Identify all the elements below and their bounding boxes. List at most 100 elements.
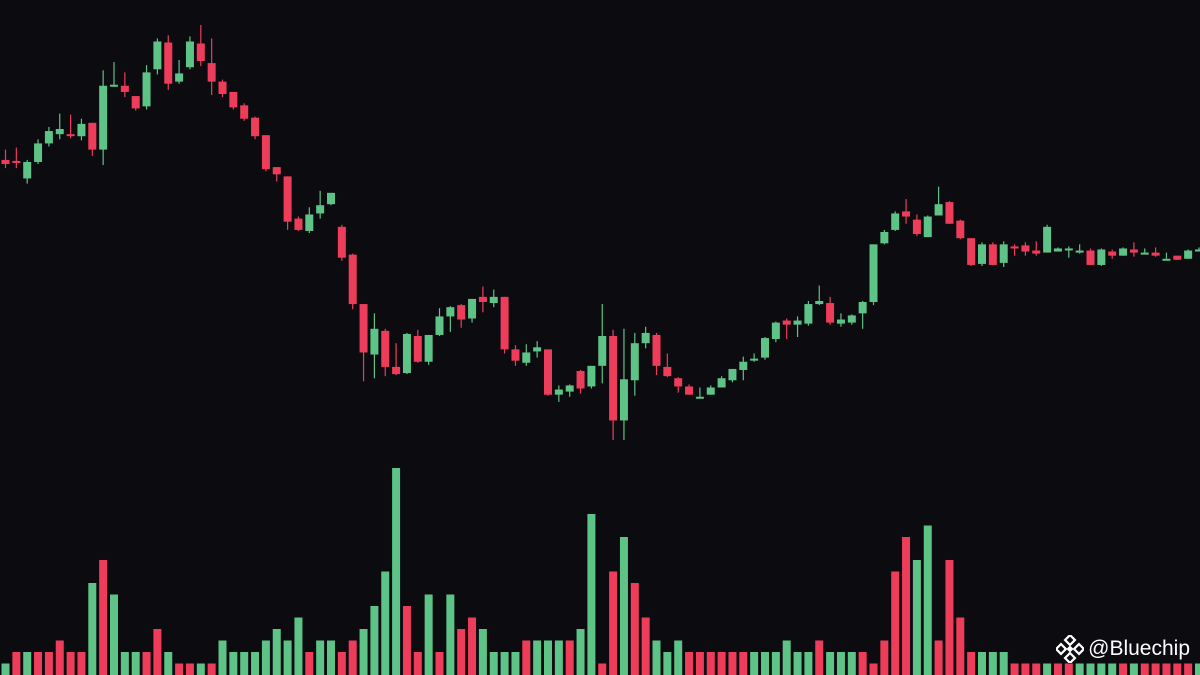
candle: [446, 306, 455, 332]
candle: [1021, 242, 1030, 256]
volume-bar: [554, 640, 563, 675]
candle-body: [739, 361, 748, 370]
candle: [880, 229, 889, 245]
candle: [902, 199, 911, 224]
volume-bar: [500, 652, 509, 675]
volume-bar: [1108, 663, 1117, 675]
candle: [131, 96, 140, 111]
candle: [348, 253, 357, 310]
candle: [283, 176, 292, 230]
volume-bar: [1173, 663, 1182, 675]
candle-body: [1195, 249, 1200, 252]
candle: [1151, 247, 1160, 257]
candle: [175, 60, 184, 84]
candle: [272, 167, 281, 182]
candle: [261, 135, 270, 172]
candle: [793, 316, 802, 338]
volume-bar: [630, 583, 639, 675]
candle: [750, 353, 759, 362]
candle: [945, 201, 954, 224]
candle-body: [685, 386, 694, 395]
candle: [327, 192, 335, 206]
candle: [337, 224, 346, 261]
volume-bar: [348, 640, 357, 675]
candle: [251, 116, 260, 140]
candle-body: [771, 322, 780, 340]
candle-body: [565, 385, 574, 392]
candle-body: [34, 143, 43, 162]
candle-body: [153, 41, 162, 70]
volume-bar: [1097, 663, 1106, 675]
candle: [999, 241, 1008, 267]
candle-body: [77, 123, 86, 137]
candle-body: [728, 368, 737, 381]
volume-bar: [1021, 663, 1030, 675]
candle: [522, 344, 531, 366]
candle: [381, 328, 390, 377]
candle: [478, 286, 487, 313]
candle-body: [446, 307, 455, 317]
candle: [66, 114, 75, 139]
candle-body: [815, 300, 824, 305]
candle: [207, 38, 216, 96]
candle-body: [1053, 248, 1062, 252]
candle-body: [316, 205, 325, 214]
volume-bar: [337, 652, 346, 675]
candle: [836, 313, 845, 327]
candle: [771, 321, 780, 343]
candle-body: [1151, 252, 1160, 256]
candle-body: [1108, 251, 1117, 256]
volume-bar: [1043, 663, 1052, 675]
candle-body: [489, 296, 498, 304]
volume-bar: [381, 571, 390, 675]
price-candles: [1, 25, 1200, 440]
candle-body: [923, 216, 932, 238]
volume-bar: [34, 652, 43, 675]
candle-body: [544, 349, 552, 395]
volume-bar: [261, 640, 270, 675]
candle: [1053, 247, 1062, 252]
candle-body: [1086, 250, 1095, 265]
candle: [728, 368, 737, 383]
candle-body: [337, 226, 346, 258]
candle-body: [847, 315, 856, 323]
volume-bar: [55, 640, 64, 675]
candle: [533, 341, 542, 358]
candle-body: [576, 371, 585, 389]
candle-body: [619, 379, 628, 421]
candle-body: [695, 396, 704, 399]
candle-body: [836, 319, 845, 324]
volume-bar: [576, 629, 585, 675]
candle-body: [218, 81, 227, 94]
volume-bar: [77, 652, 86, 675]
volume-bar: [739, 652, 748, 675]
candle: [663, 353, 672, 378]
candle-body: [196, 43, 205, 62]
candle-body: [272, 167, 281, 175]
candle-body: [381, 330, 390, 367]
candle-body: [435, 316, 444, 335]
candle: [153, 38, 162, 75]
candle: [652, 332, 661, 376]
candle: [1140, 248, 1149, 255]
volume-bar: [652, 640, 661, 675]
volume-bar: [880, 640, 889, 675]
candle: [641, 326, 650, 349]
candle-body: [999, 244, 1008, 263]
candle-body: [370, 328, 379, 355]
candle-body: [131, 96, 140, 109]
volume-bar: [1195, 663, 1200, 675]
candle-body: [392, 366, 401, 375]
volume-bar: [847, 652, 856, 675]
volume-bar: [196, 663, 205, 675]
volume-bar: [565, 640, 574, 675]
candle-body: [1075, 250, 1084, 253]
volume-bar: [359, 629, 368, 675]
candle-body: [23, 161, 32, 179]
volume-bar: [1064, 663, 1073, 675]
candle: [674, 377, 683, 393]
candle: [1, 149, 10, 169]
candle-body: [706, 387, 715, 395]
candle-body: [1097, 249, 1106, 265]
